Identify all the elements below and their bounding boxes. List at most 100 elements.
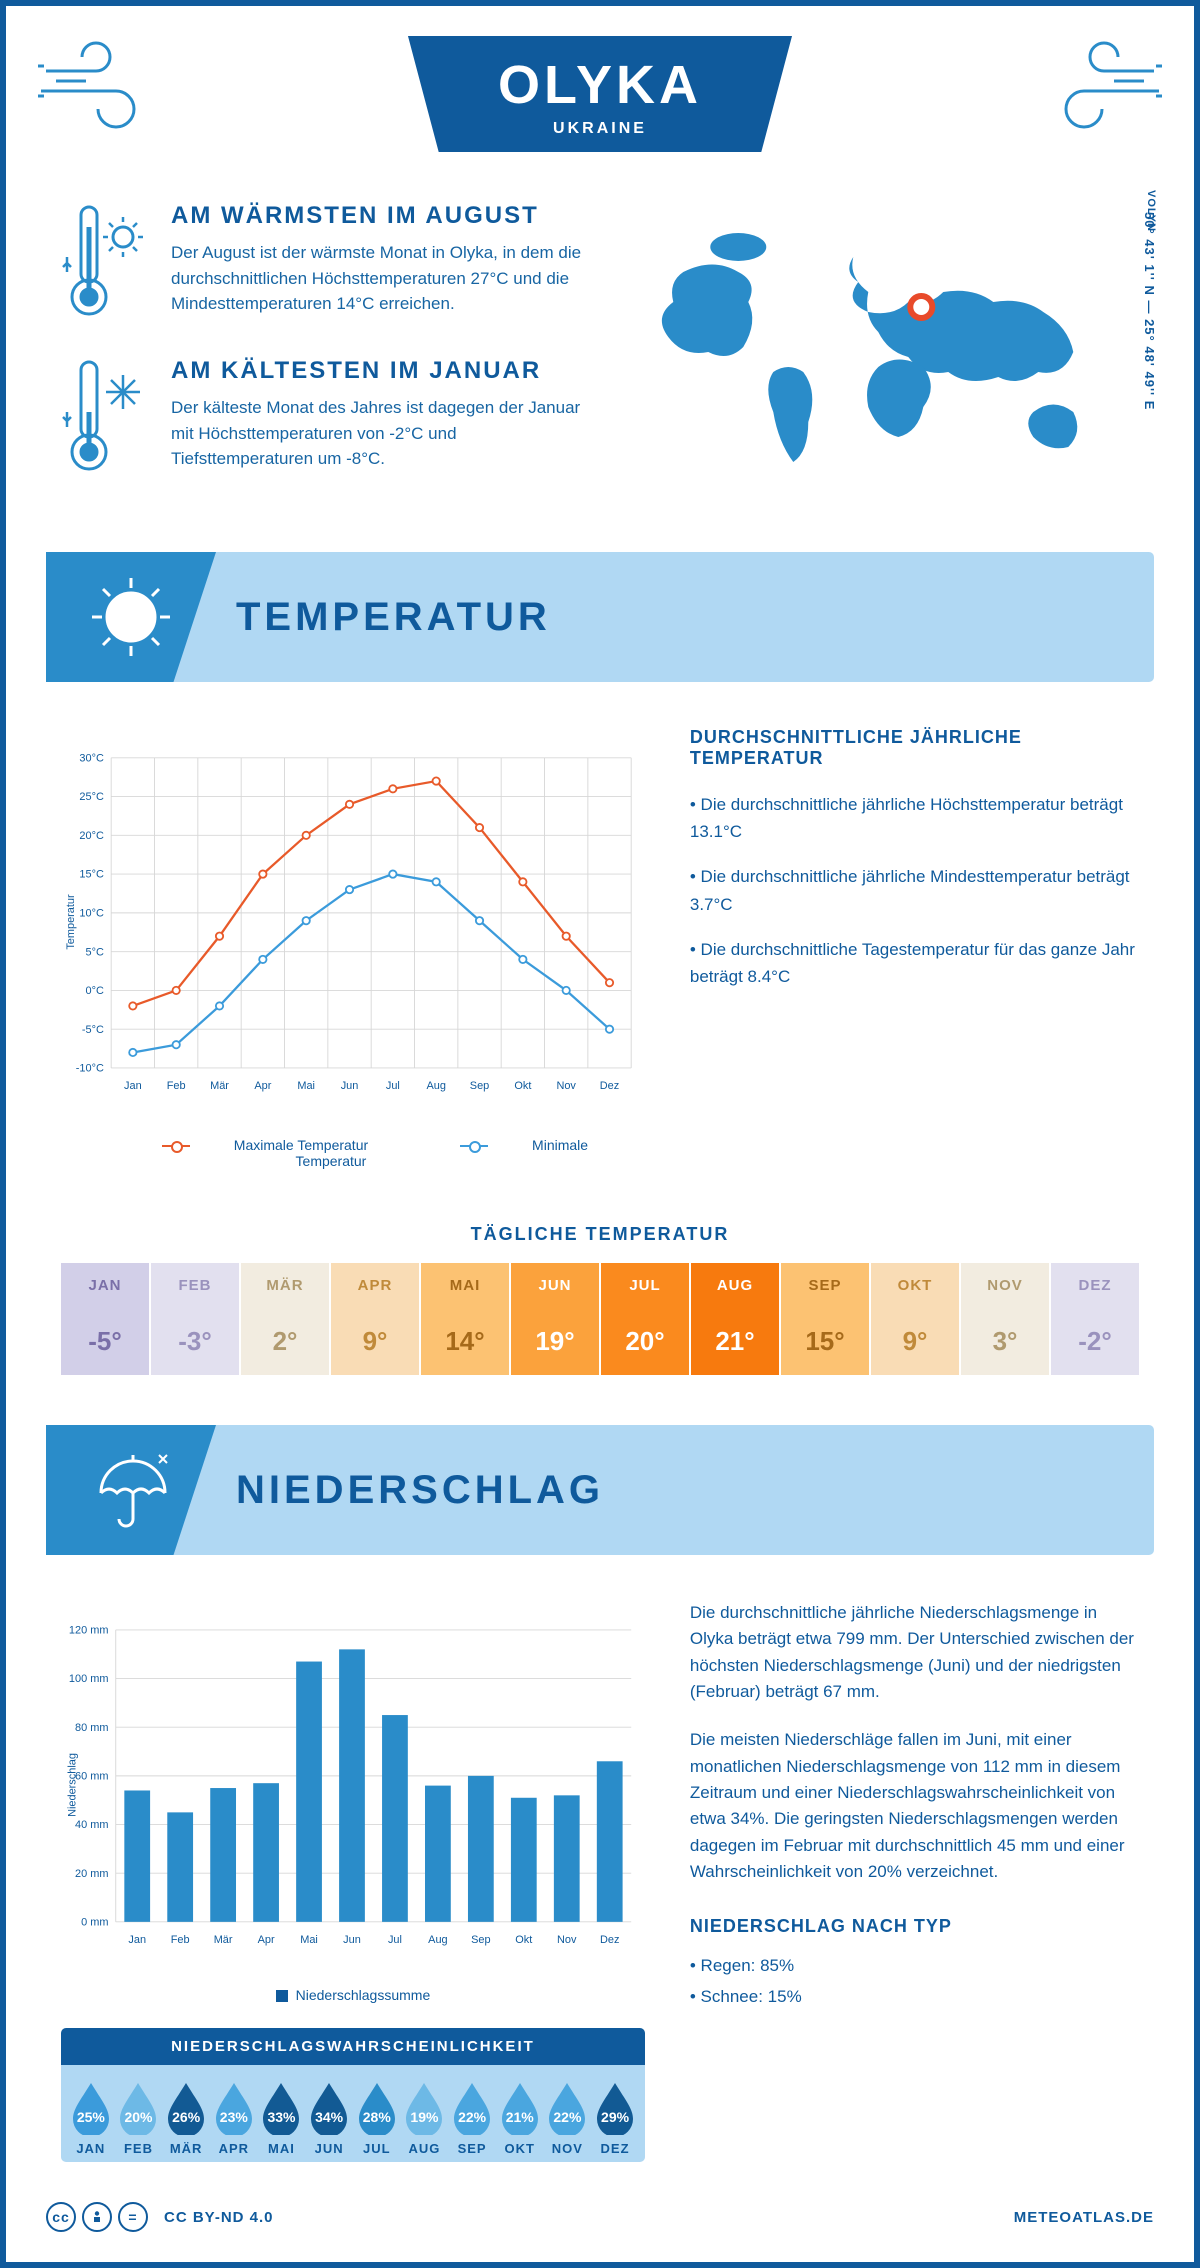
precipitation-section-header: NIEDERSCHLAG <box>46 1425 1154 1555</box>
svg-text:Jul: Jul <box>386 1080 400 1092</box>
svg-text:120 mm: 120 mm <box>69 1625 109 1637</box>
svg-text:Mai: Mai <box>300 1934 318 1946</box>
site-name: METEOATLAS.DE <box>1014 2209 1154 2226</box>
license-icons: cc = CC BY-ND 4.0 <box>46 2202 274 2232</box>
daily-cell: JAN-5° <box>61 1263 151 1375</box>
warmest-fact: AM WÄRMSTEN IM AUGUST Der August ist der… <box>61 202 598 322</box>
probability-title: NIEDERSCHLAGSWAHRSCHEINLICHKEIT <box>61 2028 645 2065</box>
probability-cell: 26%MÄR <box>162 2079 210 2156</box>
daily-temp-title: TÄGLICHE TEMPERATUR <box>6 1224 1194 1245</box>
daily-cell: SEP15° <box>781 1263 871 1375</box>
daily-cell: JUL20° <box>601 1263 691 1375</box>
summary-section: AM WÄRMSTEN IM AUGUST Der August ist der… <box>6 172 1194 552</box>
daily-cell: APR9° <box>331 1263 421 1375</box>
svg-text:30°C: 30°C <box>79 752 104 764</box>
nd-icon: = <box>118 2202 148 2232</box>
umbrella-icon <box>46 1425 216 1555</box>
title-banner: OLYKA UKRAINE <box>408 36 792 152</box>
probability-cell: 34%JUN <box>305 2079 353 2156</box>
precip-legend-label: Niederschlagssumme <box>296 1987 431 2003</box>
precip-p1: Die durchschnittliche jährliche Niedersc… <box>690 1600 1139 1705</box>
daily-cell: NOV3° <box>961 1263 1051 1375</box>
svg-text:-5°C: -5°C <box>82 1024 104 1036</box>
svg-text:Jun: Jun <box>341 1080 359 1092</box>
svg-text:0°C: 0°C <box>86 985 104 997</box>
daily-cell: MÄR2° <box>241 1263 331 1375</box>
svg-text:Sep: Sep <box>471 1934 490 1946</box>
probability-cell: 28%JUL <box>353 2079 401 2156</box>
svg-text:Mär: Mär <box>214 1934 233 1946</box>
svg-text:20 mm: 20 mm <box>75 1868 108 1880</box>
probability-cell: 23%APR <box>210 2079 258 2156</box>
wind-decoration-left <box>36 36 176 136</box>
daily-cell: MAI14° <box>421 1263 511 1375</box>
temp-bullet-0: • Die durchschnittliche jährliche Höchst… <box>690 791 1139 845</box>
precipitation-probability-box: NIEDERSCHLAGSWAHRSCHEINLICHKEIT 25%JAN20… <box>61 2028 645 2162</box>
by-icon <box>82 2202 112 2232</box>
svg-text:Jan: Jan <box>124 1080 142 1092</box>
svg-text:Aug: Aug <box>426 1080 445 1092</box>
svg-text:Aug: Aug <box>428 1934 447 1946</box>
probability-cell: 33%MAI <box>258 2079 306 2156</box>
svg-text:Feb: Feb <box>167 1080 186 1092</box>
footer: cc = CC BY-ND 4.0 METEOATLAS.DE <box>46 2202 1154 2232</box>
svg-text:Sep: Sep <box>470 1080 489 1092</box>
daily-cell: AUG21° <box>691 1263 781 1375</box>
temperature-title: TEMPERATUR <box>236 595 551 640</box>
svg-text:Jun: Jun <box>343 1934 361 1946</box>
temp-bullet-1: • Die durchschnittliche jährliche Mindes… <box>690 863 1139 917</box>
coldest-text: Der kälteste Monat des Jahres ist dagege… <box>171 395 598 472</box>
daily-temperature-grid: JAN-5°FEB-3°MÄR2°APR9°MAI14°JUN19°JUL20°… <box>61 1263 1139 1375</box>
temperature-line-chart: -10°C -5°C 0°C 5°C 10°C 15°C 20°C 25°C 30°C Jan Fe… <box>61 727 645 1117</box>
probability-cell: 29%DEZ <box>591 2079 639 2156</box>
precip-p2: Die meisten Niederschläge fallen im Juni… <box>690 1727 1139 1885</box>
svg-text:0 mm: 0 mm <box>81 1916 108 1928</box>
svg-text:Nov: Nov <box>557 1934 577 1946</box>
coldest-fact: AM KÄLTESTEN IM JANUAR Der kälteste Mona… <box>61 357 598 477</box>
thermometer-hot-icon <box>61 202 151 322</box>
temperature-legend: Maximale Temperatur Minimale Temperatur <box>61 1137 645 1169</box>
svg-text:Dez: Dez <box>600 1080 619 1092</box>
svg-text:100 mm: 100 mm <box>69 1673 109 1685</box>
country-name: UKRAINE <box>498 120 702 138</box>
world-map <box>628 202 1139 502</box>
temperature-info: DURCHSCHNITTLICHE JÄHRLICHE TEMPERATUR •… <box>690 727 1139 1169</box>
svg-text:10°C: 10°C <box>79 908 104 920</box>
svg-text:Jan: Jan <box>128 1934 146 1946</box>
svg-text:Okt: Okt <box>514 1080 531 1092</box>
svg-text:Mai: Mai <box>297 1080 315 1092</box>
svg-text:Mär: Mär <box>210 1080 229 1092</box>
daily-cell: OKT9° <box>871 1263 961 1375</box>
probability-cell: 21%OKT <box>496 2079 544 2156</box>
precipitation-bar-chart: 0 mm 20 mm 40 mm 60 mm 80 mm 100 mm 120 mm Nied… <box>61 1600 645 1970</box>
svg-text:20°C: 20°C <box>79 830 104 842</box>
daily-cell: DEZ-2° <box>1051 1263 1139 1375</box>
warmest-text: Der August ist der wärmste Monat in Olyk… <box>171 240 598 317</box>
svg-text:Okt: Okt <box>515 1934 532 1946</box>
svg-text:Temperatur: Temperatur <box>65 894 77 950</box>
svg-text:15°C: 15°C <box>79 869 104 881</box>
license-text: CC BY-ND 4.0 <box>164 2209 274 2226</box>
svg-text:Niederschlag: Niederschlag <box>67 1753 79 1817</box>
probability-cell: 22%SEP <box>448 2079 496 2156</box>
svg-text:Dez: Dez <box>600 1934 619 1946</box>
warmest-title: AM WÄRMSTEN IM AUGUST <box>171 202 598 230</box>
probability-cell: 19%AUG <box>401 2079 449 2156</box>
precip-rain: • Regen: 85% <box>690 1953 1139 1979</box>
svg-text:5°C: 5°C <box>86 946 104 958</box>
svg-text:40 mm: 40 mm <box>75 1819 108 1831</box>
coordinates: 50° 43' 1'' N — 25° 48' 49'' E <box>1142 212 1157 410</box>
coldest-title: AM KÄLTESTEN IM JANUAR <box>171 357 598 385</box>
probability-cell: 25%JAN <box>67 2079 115 2156</box>
svg-text:Apr: Apr <box>254 1080 271 1092</box>
wind-decoration-right <box>1024 36 1164 136</box>
probability-cell: 22%NOV <box>544 2079 592 2156</box>
svg-text:Apr: Apr <box>258 1934 275 1946</box>
svg-text:60 mm: 60 mm <box>75 1771 108 1783</box>
svg-text:-10°C: -10°C <box>76 1063 104 1075</box>
daily-cell: FEB-3° <box>151 1263 241 1375</box>
thermometer-cold-icon <box>61 357 151 477</box>
svg-text:25°C: 25°C <box>79 791 104 803</box>
svg-text:80 mm: 80 mm <box>75 1722 108 1734</box>
header: OLYKA UKRAINE <box>6 6 1194 172</box>
